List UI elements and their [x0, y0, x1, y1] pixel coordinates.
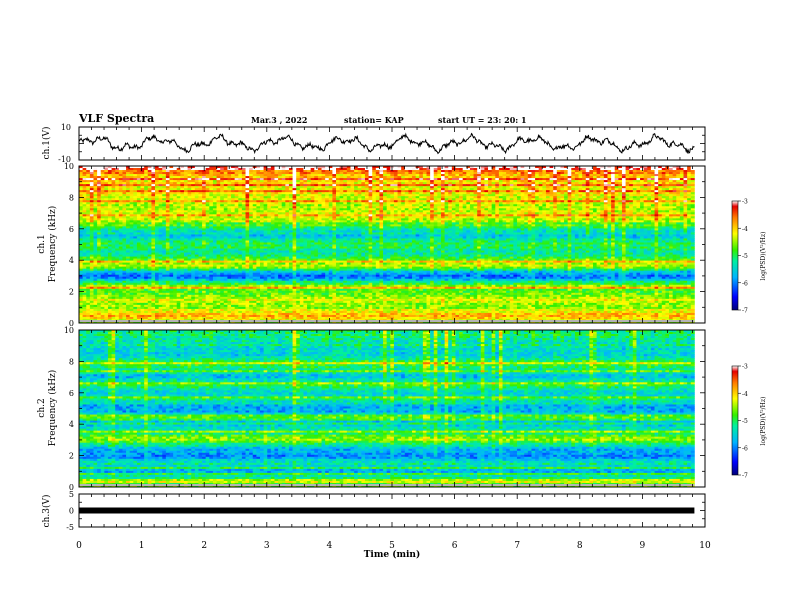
ch1-waveform-panel: 10 -10 ch.1(V) — [41, 123, 705, 164]
ch1-ytick-label-top: 10 — [61, 123, 71, 132]
ch1-ylabel: ch.1(V) — [41, 127, 52, 160]
vlf-figure: 10 -10 ch.1(V) 0246810 ch.1 Frequency (k… — [0, 0, 792, 612]
ch1-spectrogram-heatmap — [79, 166, 695, 323]
ch1-waveform-line — [79, 134, 694, 154]
